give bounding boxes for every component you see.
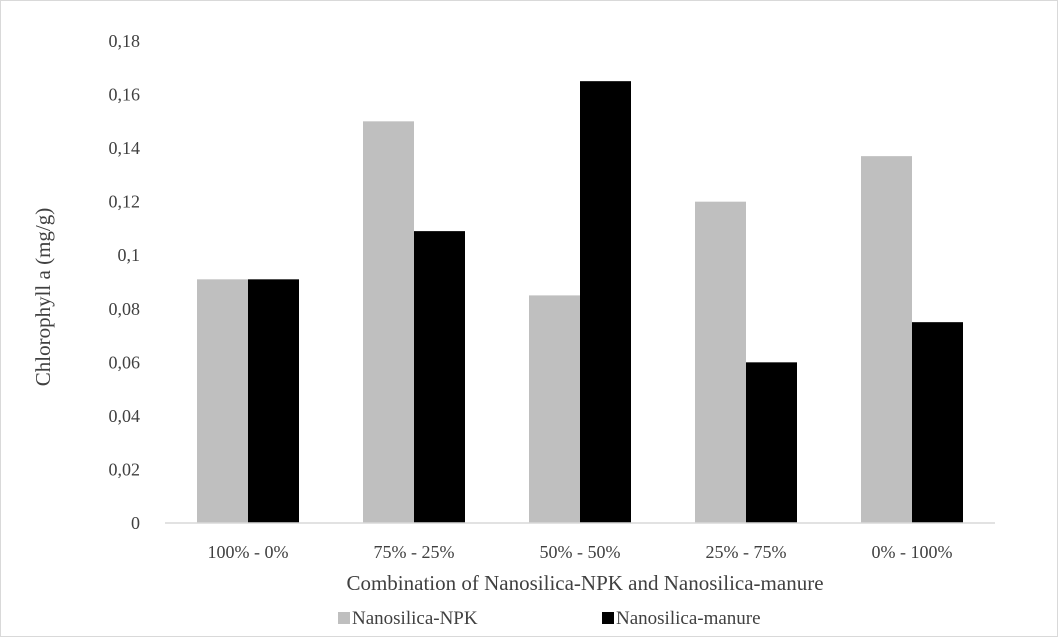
legend-swatch-manure xyxy=(602,612,614,624)
bars xyxy=(197,81,963,524)
x-tick-label: 75% - 25% xyxy=(374,542,455,562)
y-tick-label: 0,04 xyxy=(109,406,141,426)
y-axis-ticks: 0 0,02 0,04 0,06 0,08 0,1 0,12 0,14 0,16 0,18 xyxy=(109,31,141,533)
y-axis-title: Chlorophyll a (mg/g) xyxy=(31,208,55,386)
bar-manure-4 xyxy=(912,322,963,523)
y-tick-label: 0,1 xyxy=(118,245,141,265)
bar-npk-1 xyxy=(363,121,414,523)
y-tick-label: 0,16 xyxy=(109,85,141,105)
legend: Nanosilica-NPK Nanosilica-manure xyxy=(338,608,761,629)
x-tick-label: 0% - 100% xyxy=(872,542,953,562)
x-axis-title: Combination of Nanosilica-NPK and Nanosi… xyxy=(346,571,823,595)
x-tick-label: 50% - 50% xyxy=(540,542,621,562)
bar-npk-3 xyxy=(695,201,746,523)
y-tick-label: 0,02 xyxy=(109,459,141,479)
bar-npk-2 xyxy=(529,295,580,523)
legend-swatch-npk xyxy=(338,612,350,624)
y-tick-label: 0,08 xyxy=(109,299,141,319)
y-tick-label: 0 xyxy=(131,513,140,533)
bar-manure-3 xyxy=(746,362,797,523)
y-tick-label: 0,14 xyxy=(109,138,141,158)
bar-manure-0 xyxy=(248,279,299,523)
x-axis-ticks: 100% - 0% 75% - 25% 50% - 50% 25% - 75% 0% -… xyxy=(208,542,953,562)
y-tick-label: 0,12 xyxy=(109,192,141,212)
y-tick-label: 0,18 xyxy=(109,31,141,51)
bar-manure-2 xyxy=(580,81,631,524)
legend-label-npk: Nanosilica-NPK xyxy=(352,608,478,629)
bar-npk-4 xyxy=(861,156,912,523)
x-tick-label: 25% - 75% xyxy=(706,542,787,562)
bar-manure-1 xyxy=(414,231,465,523)
x-tick-label: 100% - 0% xyxy=(208,542,289,562)
y-tick-label: 0,06 xyxy=(109,352,141,372)
legend-label-manure: Nanosilica-manure xyxy=(616,608,761,629)
bar-npk-0 xyxy=(197,279,248,523)
